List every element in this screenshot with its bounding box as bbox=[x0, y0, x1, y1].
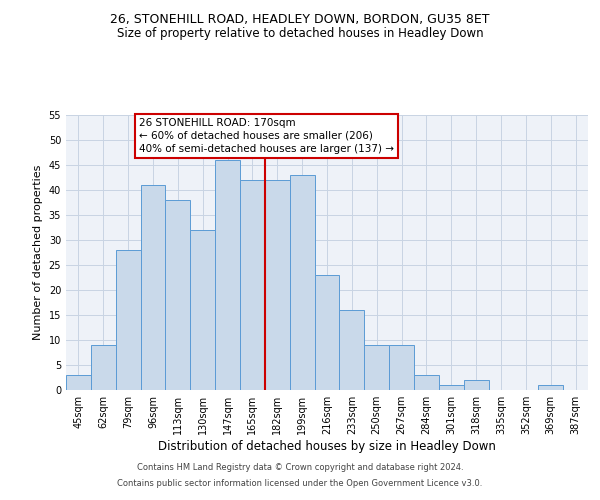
Text: Contains HM Land Registry data © Crown copyright and database right 2024.: Contains HM Land Registry data © Crown c… bbox=[137, 464, 463, 472]
Bar bbox=[538, 385, 563, 390]
Bar bbox=[240, 180, 265, 390]
Bar bbox=[389, 345, 414, 390]
Bar bbox=[140, 185, 166, 390]
Bar bbox=[116, 250, 140, 390]
Bar bbox=[314, 275, 340, 390]
Bar bbox=[414, 375, 439, 390]
Text: 26, STONEHILL ROAD, HEADLEY DOWN, BORDON, GU35 8ET: 26, STONEHILL ROAD, HEADLEY DOWN, BORDON… bbox=[110, 12, 490, 26]
Text: Size of property relative to detached houses in Headley Down: Size of property relative to detached ho… bbox=[116, 28, 484, 40]
Bar bbox=[290, 175, 314, 390]
Y-axis label: Number of detached properties: Number of detached properties bbox=[33, 165, 43, 340]
Bar bbox=[464, 380, 488, 390]
Bar bbox=[340, 310, 364, 390]
Bar bbox=[439, 385, 464, 390]
X-axis label: Distribution of detached houses by size in Headley Down: Distribution of detached houses by size … bbox=[158, 440, 496, 453]
Bar bbox=[215, 160, 240, 390]
Bar bbox=[91, 345, 116, 390]
Bar bbox=[265, 180, 290, 390]
Text: 26 STONEHILL ROAD: 170sqm
← 60% of detached houses are smaller (206)
40% of semi: 26 STONEHILL ROAD: 170sqm ← 60% of detac… bbox=[139, 118, 394, 154]
Bar bbox=[364, 345, 389, 390]
Text: Contains public sector information licensed under the Open Government Licence v3: Contains public sector information licen… bbox=[118, 478, 482, 488]
Bar bbox=[190, 230, 215, 390]
Bar bbox=[166, 200, 190, 390]
Bar bbox=[66, 375, 91, 390]
